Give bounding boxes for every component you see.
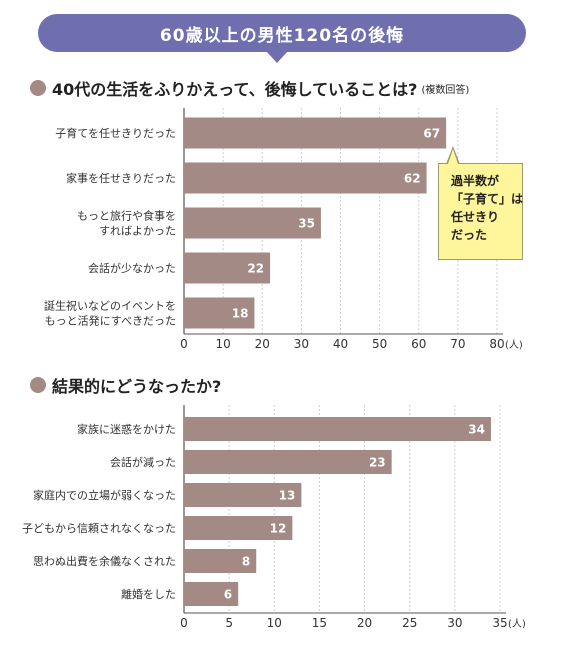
category-label: もっと旅行や食事を — [77, 209, 176, 223]
bar — [184, 549, 257, 573]
category-label: 子育てを任せきりだった — [55, 126, 176, 140]
callout-line: 任せきり — [451, 210, 500, 224]
category-label: 誕生祝いなどのイベントを — [44, 299, 176, 313]
bar — [184, 417, 491, 441]
data-label: 12 — [270, 522, 287, 536]
category-label: 子どもから信頼されなくなった — [22, 522, 176, 535]
chart1-title: 40代の生活をふりかえって、後悔していることは? — [52, 80, 418, 99]
data-label: 13 — [279, 489, 296, 503]
bar — [184, 207, 321, 239]
x-tick-label: 20 — [357, 616, 372, 630]
x-tick-label: 70 — [450, 337, 465, 351]
x-tick-label: 5 — [225, 616, 233, 630]
data-label: 6 — [224, 588, 232, 602]
data-label: 35 — [298, 217, 315, 231]
data-label: 62 — [404, 172, 421, 186]
data-label: 23 — [369, 456, 386, 470]
data-label: 18 — [232, 307, 249, 321]
category-label: 思わぬ出費を余儀なくされた — [33, 554, 176, 568]
data-label: 67 — [423, 127, 440, 141]
data-label: 22 — [247, 262, 264, 276]
category-label: すればよかった — [99, 225, 176, 238]
data-label: 8 — [242, 555, 250, 569]
x-tick-label: 25 — [402, 616, 417, 630]
callout-line: 「子育て」は — [451, 192, 524, 206]
callout-line: だった — [451, 228, 488, 242]
callout-tail-fill — [448, 149, 458, 164]
chart2-title-row: 結果的にどうなったか? — [30, 373, 221, 397]
x-tick-label: 10 — [215, 337, 230, 351]
x-tick-label: 60 — [411, 337, 426, 351]
category-label: 家事を任せきりだった — [66, 171, 176, 185]
category-label: もっと活発にすべきだった — [45, 314, 176, 328]
data-label: 34 — [468, 423, 485, 437]
bar — [184, 483, 302, 507]
x-tick-label: 80 — [489, 337, 504, 351]
x-tick-label: 20 — [255, 337, 270, 351]
callout-line: 過半数が — [451, 174, 500, 188]
x-unit-label: (人) — [508, 618, 526, 630]
category-label: 会話が減った — [110, 455, 176, 469]
x-tick-label: 30 — [294, 337, 309, 351]
x-tick-label: 15 — [312, 616, 327, 630]
chart1-note: (複数回答) — [421, 84, 470, 96]
x-tick-label: 10 — [267, 616, 282, 630]
category-label: 会話が少なかった — [88, 261, 176, 275]
bar — [184, 297, 255, 329]
chart1-title-row: 40代の生活をふりかえって、後悔していることは? (複数回答) — [30, 76, 469, 100]
x-tick-label: 0 — [180, 337, 188, 351]
x-unit-label: (人) — [505, 339, 523, 351]
bar — [184, 450, 392, 474]
x-tick-label: 40 — [333, 337, 348, 351]
bar — [184, 162, 427, 194]
bar — [184, 516, 293, 540]
chart2-title: 結果的にどうなったか? — [52, 377, 222, 396]
category-label: 離婚をした — [121, 587, 176, 601]
category-label: 家族に迷惑をかけた — [77, 422, 176, 436]
callout-box: 過半数が 「子育て」は 任せきり だった — [438, 163, 523, 260]
bar — [184, 582, 239, 606]
bullet-icon — [30, 377, 46, 393]
bullet-icon — [30, 80, 46, 96]
banner-title: 60歳以上の男性120名の後悔 — [38, 14, 526, 52]
x-tick-label: 50 — [372, 337, 387, 351]
x-tick-label: 0 — [180, 616, 188, 630]
x-tick-label: 30 — [447, 616, 462, 630]
bar — [184, 117, 447, 149]
x-tick-label: 35 — [492, 616, 507, 630]
bar — [184, 252, 271, 284]
category-label: 家庭内での立場が弱くなった — [33, 488, 176, 502]
banner-pointer — [266, 51, 288, 63]
